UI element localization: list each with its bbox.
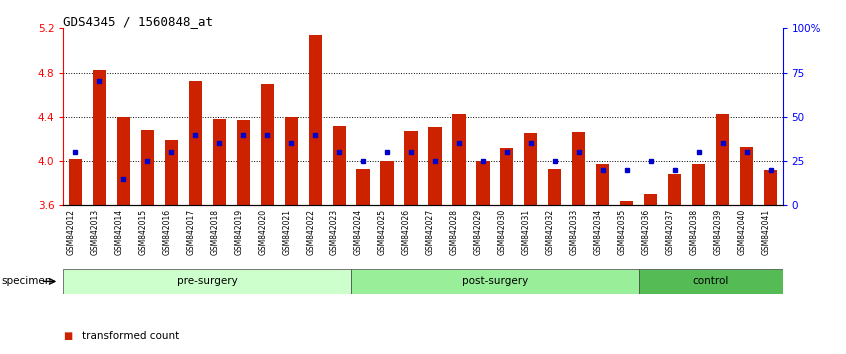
- Bar: [740, 147, 753, 205]
- Bar: [620, 201, 634, 205]
- Text: GSM842041: GSM842041: [761, 209, 771, 255]
- Text: GSM842029: GSM842029: [474, 209, 483, 255]
- Bar: [644, 194, 657, 205]
- Bar: [284, 117, 298, 205]
- Text: post-surgery: post-surgery: [462, 276, 528, 286]
- Bar: [261, 84, 274, 205]
- Text: GSM842035: GSM842035: [618, 209, 627, 255]
- Text: GSM842031: GSM842031: [522, 209, 531, 255]
- Bar: [356, 169, 370, 205]
- Text: GSM842013: GSM842013: [91, 209, 99, 255]
- Text: GSM842024: GSM842024: [354, 209, 363, 255]
- Bar: [93, 70, 106, 205]
- Text: GSM842038: GSM842038: [689, 209, 699, 255]
- Bar: [596, 164, 609, 205]
- Text: control: control: [693, 276, 728, 286]
- Bar: [309, 35, 321, 205]
- Bar: [165, 140, 178, 205]
- Bar: [351, 269, 639, 294]
- Text: GSM842021: GSM842021: [283, 209, 291, 255]
- Text: GSM842020: GSM842020: [258, 209, 267, 255]
- Text: GSM842015: GSM842015: [139, 209, 147, 255]
- Bar: [212, 119, 226, 205]
- Bar: [639, 269, 783, 294]
- Bar: [525, 133, 537, 205]
- Text: GSM842026: GSM842026: [402, 209, 411, 255]
- Text: GSM842030: GSM842030: [498, 209, 507, 255]
- Bar: [381, 161, 393, 205]
- Bar: [237, 120, 250, 205]
- Bar: [69, 159, 82, 205]
- Text: transformed count: transformed count: [82, 331, 179, 341]
- Text: GSM842014: GSM842014: [114, 209, 124, 255]
- Text: pre-surgery: pre-surgery: [177, 276, 238, 286]
- Text: GSM842032: GSM842032: [546, 209, 555, 255]
- Text: GSM842039: GSM842039: [714, 209, 722, 255]
- Text: GSM842040: GSM842040: [738, 209, 747, 255]
- Text: GSM842034: GSM842034: [594, 209, 602, 255]
- Text: GSM842027: GSM842027: [426, 209, 435, 255]
- Bar: [764, 170, 777, 205]
- Bar: [716, 114, 729, 205]
- Text: GSM842012: GSM842012: [67, 209, 75, 255]
- Text: GSM842016: GSM842016: [162, 209, 171, 255]
- Text: GSM842033: GSM842033: [570, 209, 579, 255]
- Text: GSM842037: GSM842037: [666, 209, 675, 255]
- Text: GSM842036: GSM842036: [642, 209, 651, 255]
- Text: ■: ■: [63, 331, 73, 341]
- Text: GDS4345 / 1560848_at: GDS4345 / 1560848_at: [63, 15, 213, 28]
- Text: GSM842028: GSM842028: [450, 209, 459, 255]
- Text: GSM842025: GSM842025: [378, 209, 387, 255]
- Bar: [117, 117, 130, 205]
- Text: GSM842022: GSM842022: [306, 209, 315, 255]
- Bar: [453, 114, 465, 205]
- Text: GSM842018: GSM842018: [211, 209, 219, 255]
- Text: GSM842019: GSM842019: [234, 209, 244, 255]
- Bar: [140, 130, 154, 205]
- Bar: [332, 126, 346, 205]
- Text: GSM842023: GSM842023: [330, 209, 339, 255]
- Bar: [63, 269, 351, 294]
- Text: GSM842017: GSM842017: [186, 209, 195, 255]
- Bar: [548, 169, 562, 205]
- Bar: [692, 164, 706, 205]
- Text: specimen: specimen: [2, 276, 52, 286]
- Bar: [668, 175, 681, 205]
- Bar: [189, 81, 202, 205]
- Bar: [476, 161, 490, 205]
- Bar: [428, 127, 442, 205]
- Bar: [500, 148, 514, 205]
- Bar: [572, 132, 585, 205]
- Bar: [404, 131, 418, 205]
